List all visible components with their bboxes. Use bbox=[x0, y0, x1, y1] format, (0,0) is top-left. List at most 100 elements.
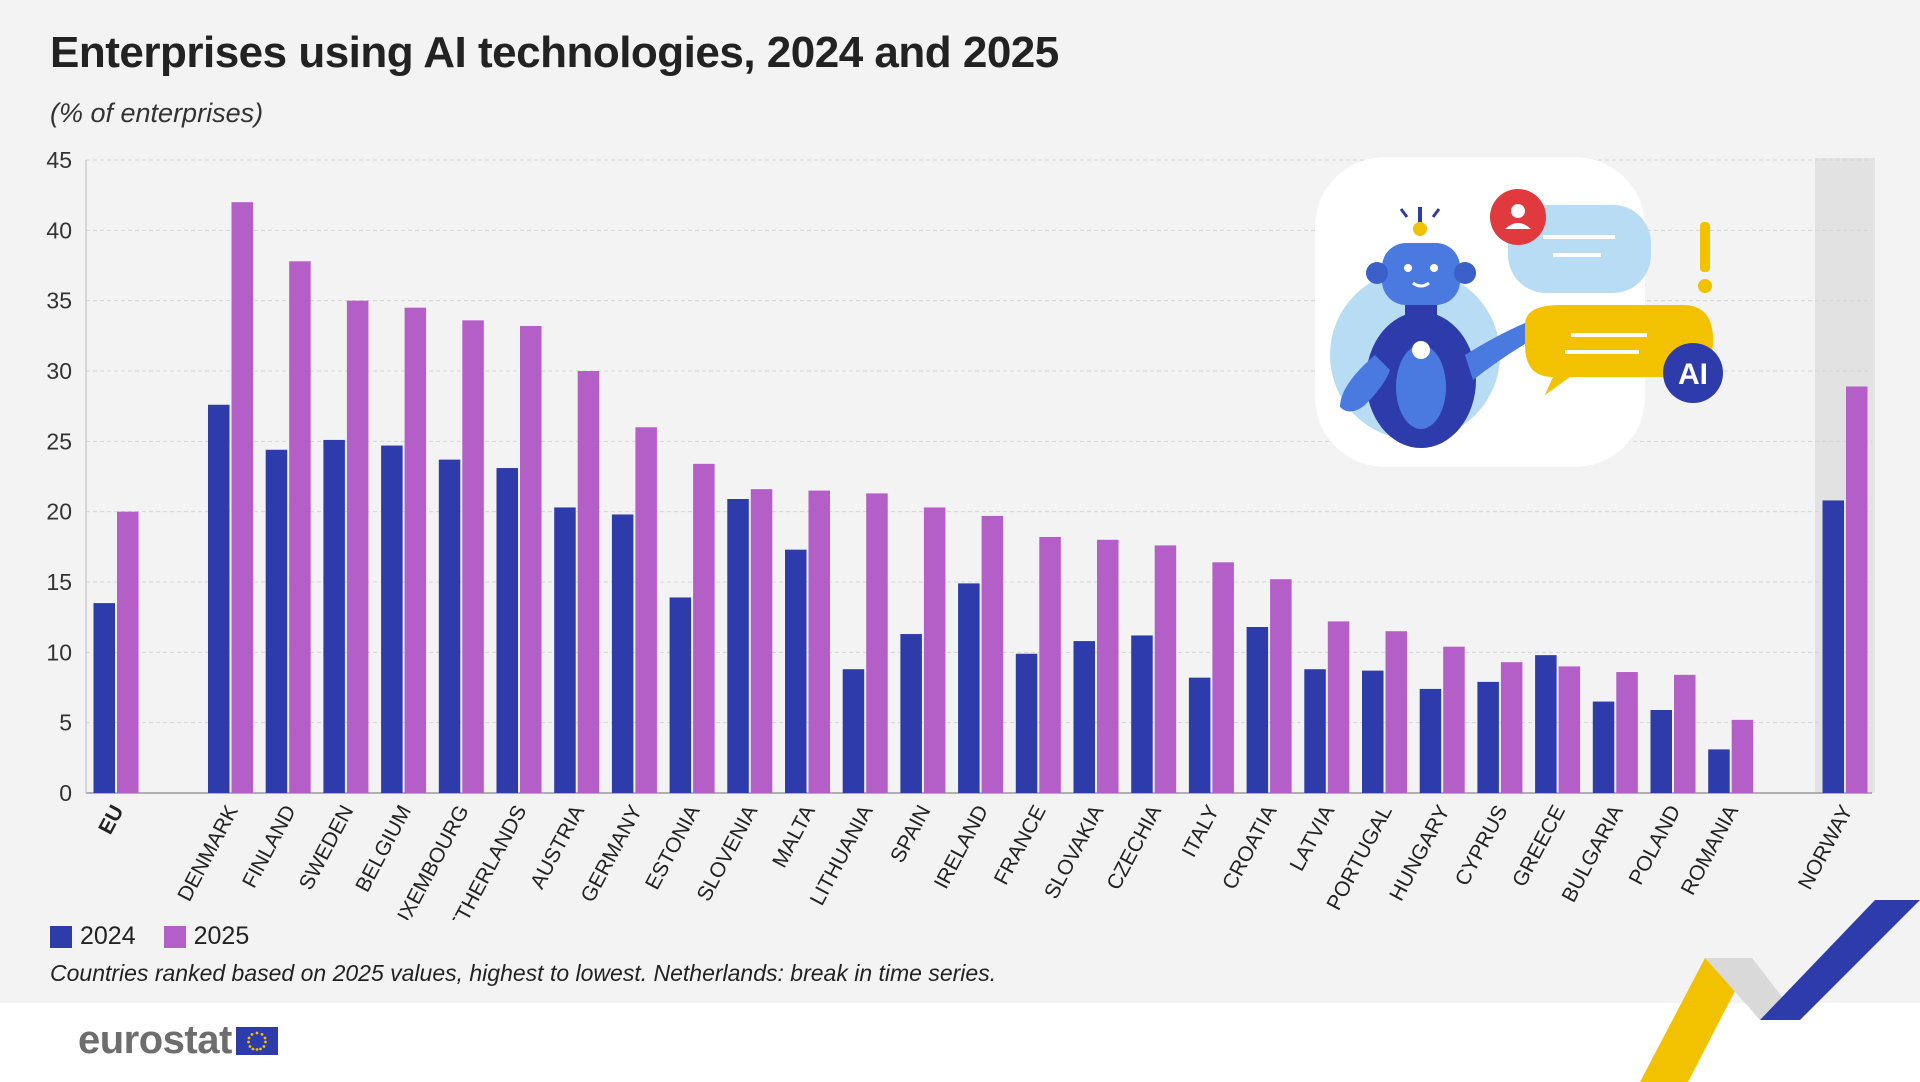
x-tick-label-poland: POLAND bbox=[1625, 802, 1686, 889]
bar-malta-2024 bbox=[785, 549, 807, 793]
bar-denmark-2025 bbox=[231, 202, 253, 793]
x-tick-label-denmark: DENMARK bbox=[173, 802, 243, 906]
bar-croatia-2024 bbox=[1246, 627, 1269, 793]
bar-cyprus-2025 bbox=[1500, 662, 1523, 793]
bar-portugal-2025 bbox=[1385, 631, 1407, 793]
bar-slovakia-2025 bbox=[1097, 539, 1119, 793]
bar-romania-2024 bbox=[1708, 749, 1730, 793]
bar-belgium-2025 bbox=[404, 307, 427, 793]
bar-greece-2025 bbox=[1558, 666, 1581, 793]
y-tick-label: 0 bbox=[59, 780, 72, 806]
y-tick-label: 20 bbox=[46, 499, 72, 525]
bar-croatia-2025 bbox=[1270, 579, 1292, 793]
x-tick-label-sweden: SWEDEN bbox=[295, 802, 359, 894]
logo-text: eurostat bbox=[78, 1018, 232, 1062]
bar-germany-2025 bbox=[635, 427, 657, 793]
eurostat-logo: eurostat bbox=[78, 1018, 278, 1063]
bar-romania-2025 bbox=[1731, 719, 1754, 793]
bar-hungary-2025 bbox=[1443, 646, 1465, 793]
bar-cyprus-2024 bbox=[1477, 681, 1499, 793]
bar-france-2025 bbox=[1039, 536, 1061, 793]
x-tick-label-greece: GREECE bbox=[1508, 802, 1570, 891]
bar-slovenia-2025 bbox=[750, 489, 773, 793]
bar-greece-2024 bbox=[1535, 655, 1557, 793]
x-tick-label-france: FRANCE bbox=[990, 802, 1051, 889]
y-tick-label: 10 bbox=[46, 639, 72, 665]
bar-finland-2024 bbox=[265, 449, 288, 793]
bar-hungary-2024 bbox=[1419, 688, 1442, 793]
legend-label-2024: 2024 bbox=[80, 922, 136, 950]
bar-poland-2024 bbox=[1650, 710, 1672, 793]
x-tick-label-norway: NORWAY bbox=[1794, 802, 1857, 894]
x-tick-label-spain: SPAIN bbox=[886, 802, 935, 867]
bar-eu-2025 bbox=[117, 511, 139, 793]
bar-norway-2024 bbox=[1822, 500, 1844, 793]
bar-ireland-2024 bbox=[958, 583, 980, 793]
bar-lithuania-2024 bbox=[842, 669, 865, 793]
x-tick-label-bulgaria: BULGARIA bbox=[1558, 802, 1628, 907]
legend-item-2024: 2024 bbox=[50, 922, 136, 951]
eu-flag-icon bbox=[235, 1026, 278, 1055]
legend-label-2025: 2025 bbox=[193, 922, 250, 950]
x-tick-label-italy: ITALY bbox=[1178, 802, 1224, 862]
chart-footnote: Countries ranked based on 2025 values, h… bbox=[50, 960, 997, 986]
bar-norway-2025 bbox=[1846, 386, 1868, 793]
bar-austria-2025 bbox=[577, 371, 600, 793]
x-tick-label-ireland: IRELAND bbox=[930, 802, 993, 893]
bar-portugal-2024 bbox=[1362, 670, 1384, 793]
chart-legend: 2024 2025 bbox=[50, 922, 263, 951]
bar-netherlands-2025 bbox=[520, 325, 542, 793]
bar-italy-2025 bbox=[1212, 562, 1234, 793]
bar-austria-2024 bbox=[554, 507, 576, 793]
x-tick-label-slovakia: SLOVAKIA bbox=[1040, 802, 1108, 903]
bar-bulgaria-2025 bbox=[1616, 672, 1638, 793]
bar-france-2024 bbox=[1015, 653, 1038, 793]
bar-latvia-2024 bbox=[1304, 669, 1326, 793]
bar-sweden-2024 bbox=[323, 439, 345, 793]
x-tick-label-czechia: CZECHIA bbox=[1103, 802, 1167, 894]
bar-belgium-2024 bbox=[381, 445, 403, 793]
bar-czechia-2024 bbox=[1131, 635, 1153, 793]
bar-spain-2024 bbox=[900, 634, 922, 793]
bar-ireland-2025 bbox=[981, 515, 1004, 793]
bar-czechia-2025 bbox=[1154, 545, 1177, 793]
x-tick-label-belgium: BELGIUM bbox=[351, 802, 416, 896]
bar-spain-2025 bbox=[923, 507, 946, 793]
bar-lithuania-2025 bbox=[866, 493, 888, 793]
x-tick-label-latvia: LATVIA bbox=[1286, 802, 1340, 875]
x-tick-label-slovenia: SLOVENIA bbox=[693, 802, 763, 906]
bar-estonia-2024 bbox=[669, 597, 692, 793]
ai-chatbot-illustration: AI bbox=[1315, 157, 1723, 467]
y-tick-label: 40 bbox=[46, 217, 72, 243]
bar-luxembourg-2025 bbox=[462, 320, 484, 793]
x-tick-label-germany: GERMANY bbox=[577, 802, 647, 907]
y-tick-label: 30 bbox=[46, 358, 72, 384]
bar-sweden-2025 bbox=[346, 300, 369, 793]
bar-latvia-2025 bbox=[1327, 621, 1350, 793]
bar-luxembourg-2024 bbox=[438, 459, 461, 793]
bar-italy-2024 bbox=[1188, 677, 1211, 793]
footer-band bbox=[0, 1003, 1920, 1082]
x-tick-label-romania: ROMANIA bbox=[1677, 802, 1743, 899]
bar-chart: 0 5 10 15 20 25 30 35 40 45 EU DENMARKFINLANDSWEDE… bbox=[46, 147, 1875, 920]
x-tick-label-eu: EU bbox=[94, 802, 128, 839]
bar-bulgaria-2024 bbox=[1592, 701, 1615, 793]
y-tick-label: 15 bbox=[46, 569, 72, 595]
x-tick-label-croatia: CROATIA bbox=[1218, 802, 1281, 894]
y-tick-label: 45 bbox=[46, 147, 72, 173]
legend-swatch-2025 bbox=[163, 925, 186, 948]
bar-malta-2025 bbox=[808, 490, 830, 793]
bar-poland-2025 bbox=[1674, 674, 1696, 793]
bar-estonia-2025 bbox=[693, 463, 715, 793]
y-tick-label: 5 bbox=[59, 710, 72, 736]
bar-germany-2024 bbox=[611, 514, 634, 793]
bar-finland-2025 bbox=[289, 261, 311, 793]
x-tick-label-finland: FINLAND bbox=[238, 802, 300, 892]
y-tick-label: 35 bbox=[46, 288, 72, 314]
ai-badge-text: AI bbox=[1678, 358, 1708, 391]
x-tick-label-hungary: HUNGARY bbox=[1385, 802, 1454, 905]
bar-slovenia-2024 bbox=[727, 499, 749, 793]
chart-title: Enterprises using AI technologies, 2024 … bbox=[50, 28, 1059, 77]
x-tick-label-cyprus: CYPRUS bbox=[1451, 802, 1512, 890]
bar-slovakia-2024 bbox=[1073, 641, 1095, 793]
